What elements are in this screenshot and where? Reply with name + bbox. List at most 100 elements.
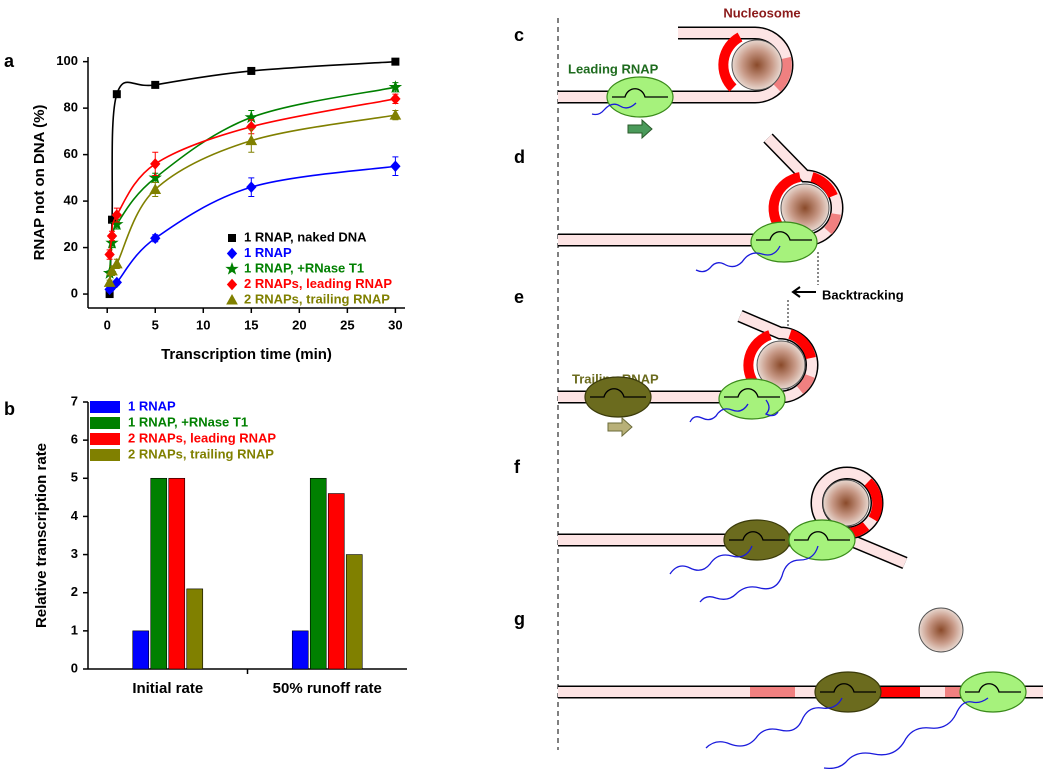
legend-label: 1 RNAP, naked DNA (244, 229, 367, 244)
y-tick-label: 6 (71, 432, 78, 447)
y-tick-label: 20 (64, 239, 78, 254)
arrow (607, 416, 633, 438)
x-axis-label: Transcription time (min) (161, 346, 332, 363)
legend-label: 2 RNAPs, leading RNAP (244, 276, 392, 291)
x-tick-label: 0 (104, 317, 111, 332)
nucleosome (822, 479, 870, 527)
trailing-rnap (814, 671, 882, 713)
y-tick-label: 5 (71, 470, 78, 485)
bar (309, 477, 327, 670)
y-tick-label: 0 (71, 660, 78, 675)
y-tick-label: 40 (64, 193, 78, 208)
y-tick-label: 80 (64, 100, 78, 115)
panel-e: Backtracking Trailing RNAP (558, 286, 904, 438)
marker (150, 232, 161, 245)
dna-contact (788, 329, 816, 360)
legend-swatch (90, 417, 120, 429)
marker (388, 80, 403, 93)
dna-bubble (965, 683, 1021, 693)
panel-label: a (4, 51, 15, 71)
bar (345, 554, 363, 670)
leading-rnap (750, 221, 818, 263)
legend-label: 2 RNAPs, trailing RNAP (244, 291, 390, 306)
x-tick-label: 50% runoff rate (273, 680, 382, 697)
diagram: c d e f g Nucleosome Leading RNAP (514, 5, 1043, 770)
marker (148, 170, 162, 184)
dna-contact (718, 32, 743, 92)
x-tick-label: 10 (196, 317, 210, 332)
nucleosome-label: Nucleosome (723, 5, 800, 20)
bar (132, 630, 150, 670)
y-tick-label: 7 (71, 393, 78, 408)
panel-f (558, 466, 908, 603)
legend-label: 1 RNAP, +RNase T1 (244, 260, 364, 275)
legend-label: 1 RNAP (128, 398, 176, 413)
backtracking-label: Backtracking (822, 287, 904, 302)
legend-label: 1 RNAP (244, 245, 292, 260)
nucleosome (731, 39, 783, 91)
marker (112, 90, 121, 99)
marker (390, 160, 401, 172)
marker (246, 181, 257, 193)
marker (106, 230, 118, 242)
dna-bubble (820, 683, 876, 693)
dna-contact (796, 373, 815, 394)
dna-bubble (590, 388, 646, 398)
panel-label: f (514, 457, 521, 477)
legend-marker (226, 278, 238, 291)
legend-marker (226, 293, 238, 305)
trailing-rnap (584, 376, 652, 418)
x-tick-label: 5 (152, 317, 159, 332)
marker (389, 109, 402, 120)
panel-c: Nucleosome Leading RNAP (558, 5, 801, 140)
dna-contact (864, 478, 883, 522)
bar (168, 477, 186, 670)
legend-marker (228, 234, 236, 242)
rna (764, 399, 779, 417)
y-tick-label: 100 (56, 53, 78, 68)
rna (689, 403, 749, 423)
panel-label: b (4, 399, 15, 419)
x-tick-label: Initial rate (132, 680, 203, 697)
arrow (791, 286, 816, 298)
y-tick-label: 60 (64, 146, 78, 161)
marker (106, 264, 118, 276)
y-axis-label: RNAP not on DNA (%) (31, 105, 48, 261)
legend-marker (225, 261, 239, 275)
bar (291, 630, 309, 670)
dna-contact (773, 56, 792, 92)
dna-bubble (756, 231, 812, 241)
legend-marker (226, 247, 238, 260)
marker (104, 248, 115, 261)
rna (591, 102, 637, 116)
x-tick-label: 15 (244, 317, 258, 332)
y-tick-label: 1 (71, 622, 78, 637)
rna (699, 545, 819, 603)
bar (150, 477, 168, 670)
marker (111, 276, 122, 289)
panel-label: d (514, 147, 525, 167)
legend-swatch (90, 449, 120, 461)
panel-g (558, 607, 1043, 770)
panel-label: e (514, 287, 524, 307)
rna (669, 545, 753, 575)
marker (111, 209, 122, 221)
panel-d (558, 133, 844, 285)
nucleosome (918, 607, 964, 653)
marker (151, 80, 160, 89)
dna-contact (810, 172, 838, 199)
rna (695, 245, 781, 273)
marker (247, 66, 256, 75)
arrow (627, 118, 653, 140)
dna-contact (824, 213, 841, 235)
legend-label: 2 RNAPs, leading RNAP (128, 430, 276, 445)
leading-label: Leading RNAP (568, 61, 659, 76)
rna (705, 697, 843, 749)
dna-bubble (724, 388, 780, 398)
dna-bubble (794, 531, 850, 541)
x-tick-label: 20 (292, 317, 306, 332)
legend-swatch (90, 433, 120, 445)
y-tick-label: 4 (71, 508, 79, 523)
y-tick-label: 2 (71, 584, 78, 599)
